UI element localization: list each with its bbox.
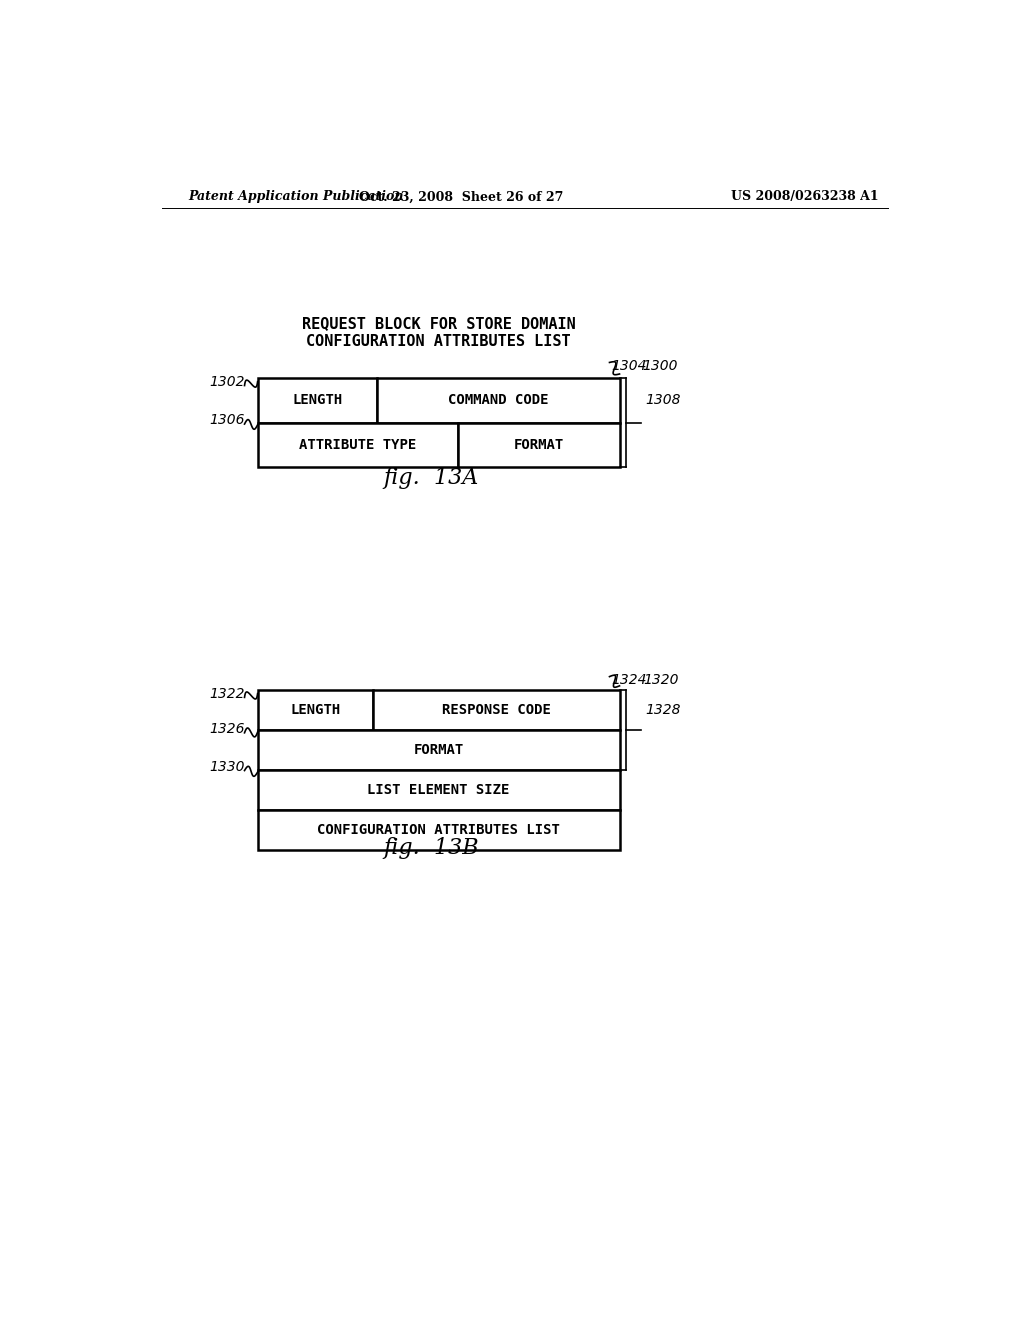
Text: 1324: 1324 xyxy=(611,673,647,688)
Bar xyxy=(258,810,620,850)
Text: LENGTH: LENGTH xyxy=(290,702,341,717)
Bar xyxy=(258,770,620,810)
Bar xyxy=(373,689,620,730)
Bar xyxy=(258,422,458,467)
Text: 1322: 1322 xyxy=(209,686,245,701)
Text: Oct. 23, 2008  Sheet 26 of 27: Oct. 23, 2008 Sheet 26 of 27 xyxy=(359,190,564,203)
Text: 1320: 1320 xyxy=(643,673,679,688)
Text: 1302: 1302 xyxy=(209,375,245,388)
Text: CONFIGURATION ATTRIBUTES LIST: CONFIGURATION ATTRIBUTES LIST xyxy=(306,334,570,350)
Text: RESPONSE CODE: RESPONSE CODE xyxy=(442,702,551,717)
Text: CONFIGURATION ATTRIBUTES LIST: CONFIGURATION ATTRIBUTES LIST xyxy=(317,822,560,837)
Text: REQUEST BLOCK FOR STORE DOMAIN: REQUEST BLOCK FOR STORE DOMAIN xyxy=(302,317,575,331)
Text: ATTRIBUTE TYPE: ATTRIBUTE TYPE xyxy=(299,438,417,451)
Text: FORMAT: FORMAT xyxy=(513,438,564,451)
Bar xyxy=(258,689,373,730)
Bar xyxy=(458,422,620,467)
Text: LENGTH: LENGTH xyxy=(292,393,342,407)
Text: 1326: 1326 xyxy=(209,722,245,737)
Bar xyxy=(377,378,620,422)
Text: 1300: 1300 xyxy=(643,359,678,374)
Bar xyxy=(258,730,620,770)
Text: Patent Application Publication: Patent Application Publication xyxy=(188,190,403,203)
Text: fig.  13A: fig. 13A xyxy=(383,467,478,488)
Text: 1328: 1328 xyxy=(645,702,680,717)
Bar xyxy=(258,378,377,422)
Text: US 2008/0263238 A1: US 2008/0263238 A1 xyxy=(731,190,879,203)
Text: 1306: 1306 xyxy=(209,413,245,428)
Text: fig.  13B: fig. 13B xyxy=(383,837,478,858)
Text: LIST ELEMENT SIZE: LIST ELEMENT SIZE xyxy=(368,783,510,797)
Text: 1304: 1304 xyxy=(611,359,647,374)
Text: 1308: 1308 xyxy=(645,393,680,407)
Text: COMMAND CODE: COMMAND CODE xyxy=(447,393,549,407)
Text: 1330: 1330 xyxy=(209,760,245,774)
Text: FORMAT: FORMAT xyxy=(414,743,464,756)
